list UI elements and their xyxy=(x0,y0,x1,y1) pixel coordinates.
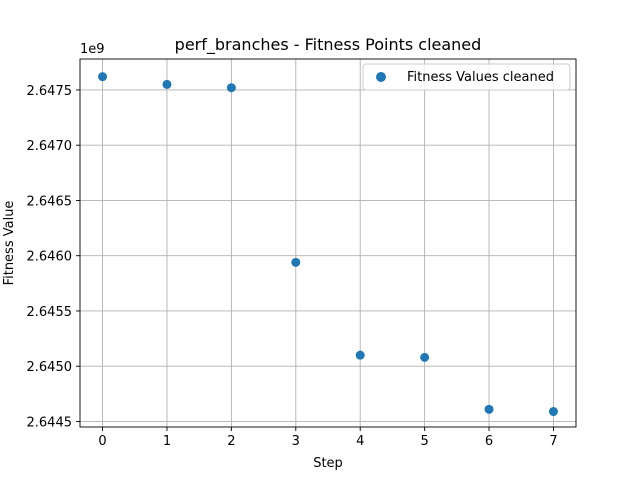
data-points xyxy=(98,72,558,417)
x-axis-label: Step xyxy=(313,456,343,471)
y-tick-label: 2.6460 xyxy=(27,250,73,265)
x-tick-label: 6 xyxy=(485,434,493,449)
x-tick-label: 5 xyxy=(420,434,428,449)
y-tick-label: 2.6470 xyxy=(27,139,73,154)
y-axis-label: Fitness Value xyxy=(2,201,17,286)
legend-label: Fitness Values cleaned xyxy=(407,70,554,85)
data-point xyxy=(420,352,430,362)
x-tick-label: 1 xyxy=(163,434,171,449)
data-point xyxy=(98,72,108,82)
data-point xyxy=(548,407,558,417)
legend-box xyxy=(362,63,571,91)
x-tick-label: 4 xyxy=(356,434,364,449)
data-point xyxy=(355,350,365,360)
y-tick-label: 2.6465 xyxy=(27,194,73,209)
chart-title: perf_branches - Fitness Points cleaned xyxy=(175,35,482,55)
y-tick-label: 2.6450 xyxy=(27,360,73,375)
y-tick-label: 2.6455 xyxy=(27,305,73,320)
data-point xyxy=(484,404,494,414)
x-tick-label: 3 xyxy=(292,434,300,449)
legend-marker xyxy=(376,72,386,82)
x-tick-label: 7 xyxy=(549,434,557,449)
axis-ticks: 0 1 2 3 4 5 6 7 2.6445 2.6450 2.6455 2.6460 2.6465 2.… xyxy=(27,84,558,449)
y-tick-label: 2.6445 xyxy=(27,415,73,430)
axes-frame xyxy=(79,58,577,428)
x-tick-label: 2 xyxy=(227,434,235,449)
data-point xyxy=(291,257,301,267)
grid-lines xyxy=(80,59,576,427)
y-axis-offset-label: 1e9 xyxy=(80,42,105,57)
x-tick-label: 0 xyxy=(98,434,106,449)
y-tick-label: 2.6475 xyxy=(27,84,73,99)
legend: Fitness Values cleaned xyxy=(362,63,571,91)
data-point xyxy=(226,83,236,93)
data-point xyxy=(162,79,172,89)
